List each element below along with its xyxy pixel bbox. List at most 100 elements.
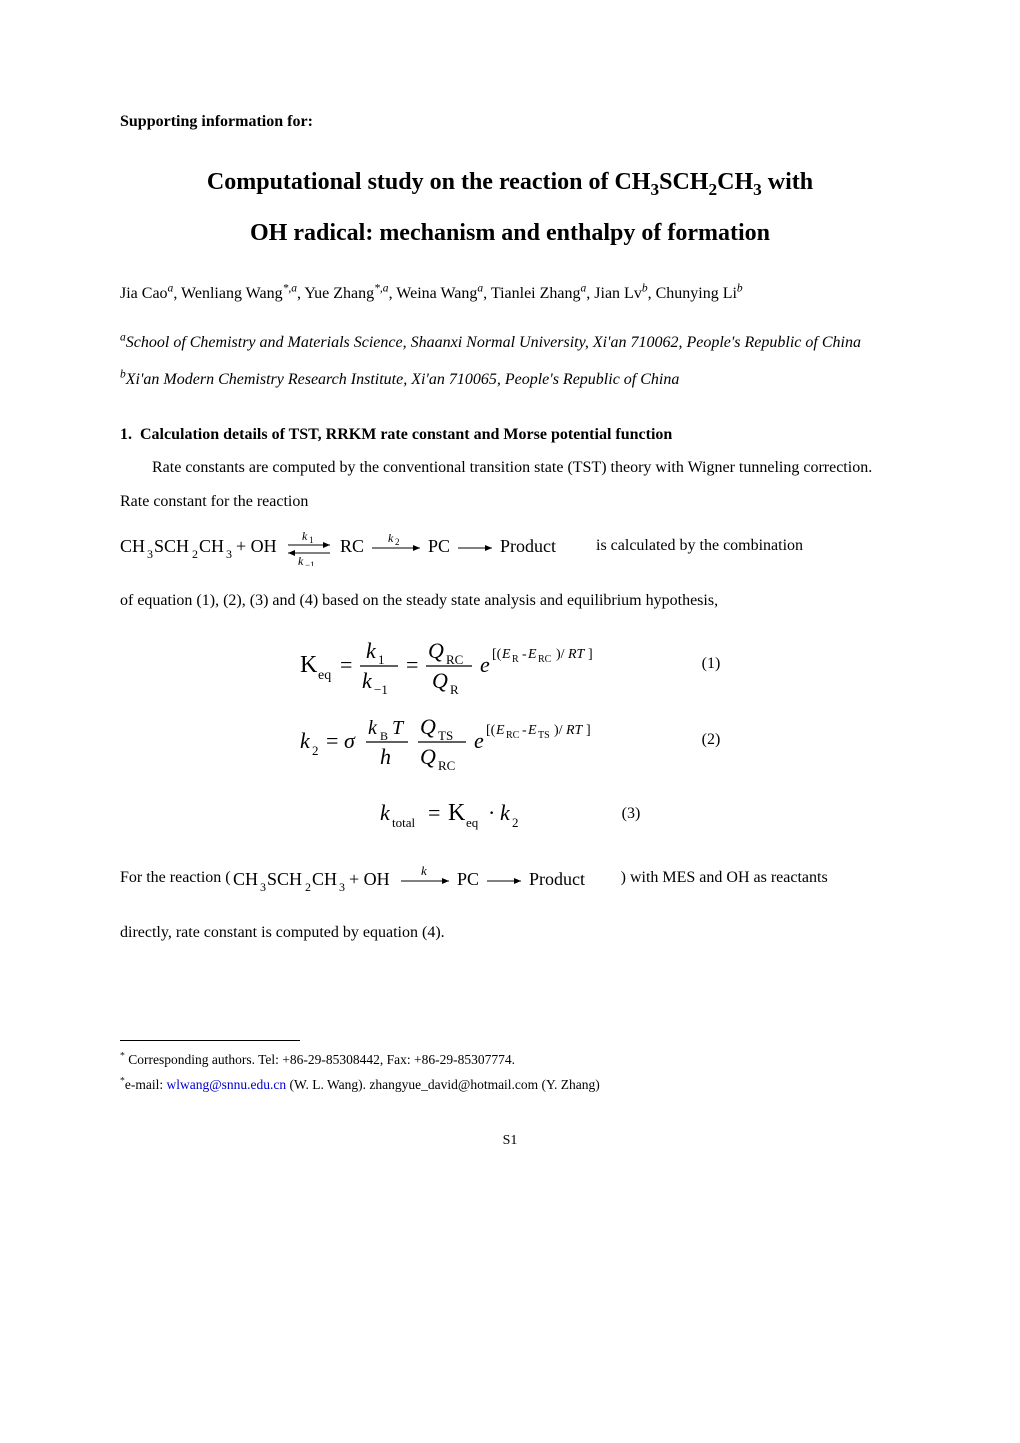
equation-svg: k2 = σ kB T h QTS QRC e [( ERC - ETS )/ … <box>300 710 660 770</box>
author-affil-sup: *,a <box>374 282 388 294</box>
svg-text:·: · <box>488 800 495 825</box>
svg-text:CH: CH <box>199 536 224 556</box>
svg-text:Q: Q <box>432 668 448 693</box>
svg-text:R: R <box>450 682 459 694</box>
section-title: Calculation details of TST, RRKM rate co… <box>140 426 672 443</box>
svg-text:+ OH: + OH <box>236 536 277 556</box>
svg-text:total: total <box>392 815 415 830</box>
inline-text-pre: For the reaction ( <box>120 865 231 891</box>
svg-text:]: ] <box>588 647 593 662</box>
affil-text: Xi'an Modern Chemistry Research Institut… <box>126 371 680 388</box>
svg-text:-: - <box>522 647 527 662</box>
svg-text:RT: RT <box>567 647 586 662</box>
author-name: Yue Zhang <box>304 285 374 302</box>
svg-text:RC: RC <box>506 730 520 741</box>
footnote-2: *e-mail: wlwang@snnu.edu.cn (W. L. Wang)… <box>120 1072 900 1098</box>
footnote-1: * Corresponding authors. Tel: +86-29-853… <box>120 1047 900 1073</box>
body-paragraph: of equation (1), (2), (3) and (4) based … <box>120 584 900 618</box>
svg-text:eq: eq <box>318 668 331 683</box>
author-name: Wenliang Wang <box>181 285 283 302</box>
svg-text:k: k <box>302 529 308 543</box>
affiliation-a: aSchool of Chemistry and Materials Scien… <box>120 331 900 354</box>
title-segment: SCH <box>659 169 708 195</box>
svg-text:RC: RC <box>340 536 364 556</box>
svg-text:CH: CH <box>120 536 145 556</box>
author-list: Jia Caoa, Wenliang Wang*,a, Yue Zhang*,a… <box>120 276 900 311</box>
body-paragraph: directly, rate constant is computed by e… <box>120 916 900 950</box>
paper-title-line1: Computational study on the reaction of C… <box>120 162 900 203</box>
footnote-email-link[interactable]: wlwang@snnu.edu.cn <box>166 1077 286 1092</box>
svg-text:PC: PC <box>428 536 450 556</box>
svg-text:)/: )/ <box>554 723 563 738</box>
equation-number: (2) <box>702 728 721 752</box>
equation-2: k2 = σ kB T h QTS QRC e [( ERC - ETS )/ … <box>120 710 900 770</box>
svg-text:K: K <box>300 652 318 678</box>
svg-text:1: 1 <box>309 535 314 545</box>
section-number: 1. <box>120 426 132 443</box>
svg-text:2: 2 <box>305 880 311 894</box>
title-subscript: 3 <box>650 180 659 199</box>
svg-text:3: 3 <box>339 880 345 894</box>
paper-title-line2: OH radical: mechanism and enthalpy of fo… <box>120 213 900 254</box>
reaction-scheme-1: CH3 SCH2 CH3 + OH k1 k−1 RC k2 PC Produc… <box>120 526 900 566</box>
inline-text-after-scheme: is calculated by the combination <box>596 530 803 562</box>
equation-svg: CH3 SCH2 CH3 + OH k PC Product <box>231 861 621 895</box>
svg-text:k: k <box>388 531 394 545</box>
svg-text:RC: RC <box>446 652 463 667</box>
svg-text:+ OH: + OH <box>349 869 390 889</box>
svg-text:CH: CH <box>312 869 337 889</box>
author-affil-sup: *,a <box>283 282 297 294</box>
author-name: Jian Lv <box>594 285 642 302</box>
svg-text:k: k <box>421 863 427 878</box>
svg-text:E: E <box>495 723 505 738</box>
equation-svg: ktotal = Keq · k2 <box>380 794 580 834</box>
equation-svg: CH3 SCH2 CH3 + OH k1 k−1 RC k2 PC Produc… <box>120 526 590 566</box>
svg-text:Product: Product <box>500 536 556 556</box>
svg-text:2: 2 <box>312 743 319 758</box>
title-segment: with <box>762 169 813 195</box>
affiliation-b: bXi'an Modern Chemistry Research Institu… <box>120 368 900 391</box>
svg-text:RC: RC <box>438 758 455 770</box>
svg-text:2: 2 <box>192 547 198 561</box>
svg-text:=: = <box>326 728 338 753</box>
svg-text:1: 1 <box>378 652 385 667</box>
equation-3: ktotal = Keq · k2 (3) <box>120 786 900 842</box>
svg-text:B: B <box>380 729 388 743</box>
author-sep: , <box>173 285 181 302</box>
footnote-text: Corresponding authors. Tel: +86-29-85308… <box>125 1052 515 1067</box>
inline-text-post: ) with MES and OH as reactants <box>621 865 828 891</box>
author-sep: , <box>483 285 491 302</box>
svg-text:h: h <box>380 744 391 769</box>
svg-text:Q: Q <box>420 744 436 769</box>
svg-text:RT: RT <box>565 723 584 738</box>
svg-text:σ: σ <box>344 728 356 753</box>
author-name: Weina Wang <box>396 285 477 302</box>
svg-text:Product: Product <box>529 869 585 889</box>
svg-text:−1: −1 <box>374 682 388 694</box>
svg-text:−1: −1 <box>305 560 315 566</box>
svg-text:]: ] <box>586 723 591 738</box>
svg-text:SCH: SCH <box>267 869 302 889</box>
author-name: Tianlei Zhang <box>491 285 581 302</box>
svg-text:SCH: SCH <box>154 536 189 556</box>
svg-text:=: = <box>340 652 352 677</box>
sup-text: *,a <box>374 282 388 294</box>
sup-text: b <box>737 282 743 294</box>
svg-text:E: E <box>501 647 511 662</box>
svg-text:k: k <box>300 728 311 753</box>
body-paragraph: Rate constants are computed by the conve… <box>120 451 900 518</box>
svg-text:PC: PC <box>457 869 479 889</box>
title-segment: Computational study on the reaction of C… <box>207 169 651 195</box>
svg-text:Q: Q <box>428 638 444 663</box>
footnote-post: (W. L. Wang). zhangyue_david@hotmail.com… <box>286 1077 600 1092</box>
author-affil-sup: b <box>737 282 743 294</box>
affil-text: School of Chemistry and Materials Scienc… <box>126 334 861 351</box>
svg-text:2: 2 <box>512 815 519 830</box>
reaction-scheme-2-line: For the reaction ( CH3 SCH2 CH3 + OH k P… <box>120 858 900 898</box>
svg-text:Q: Q <box>420 714 436 739</box>
svg-text:TS: TS <box>538 730 550 741</box>
svg-text:k: k <box>298 554 304 566</box>
supporting-info-label: Supporting information for: <box>120 110 900 134</box>
svg-text:=: = <box>428 800 440 825</box>
svg-text:E: E <box>527 647 537 662</box>
